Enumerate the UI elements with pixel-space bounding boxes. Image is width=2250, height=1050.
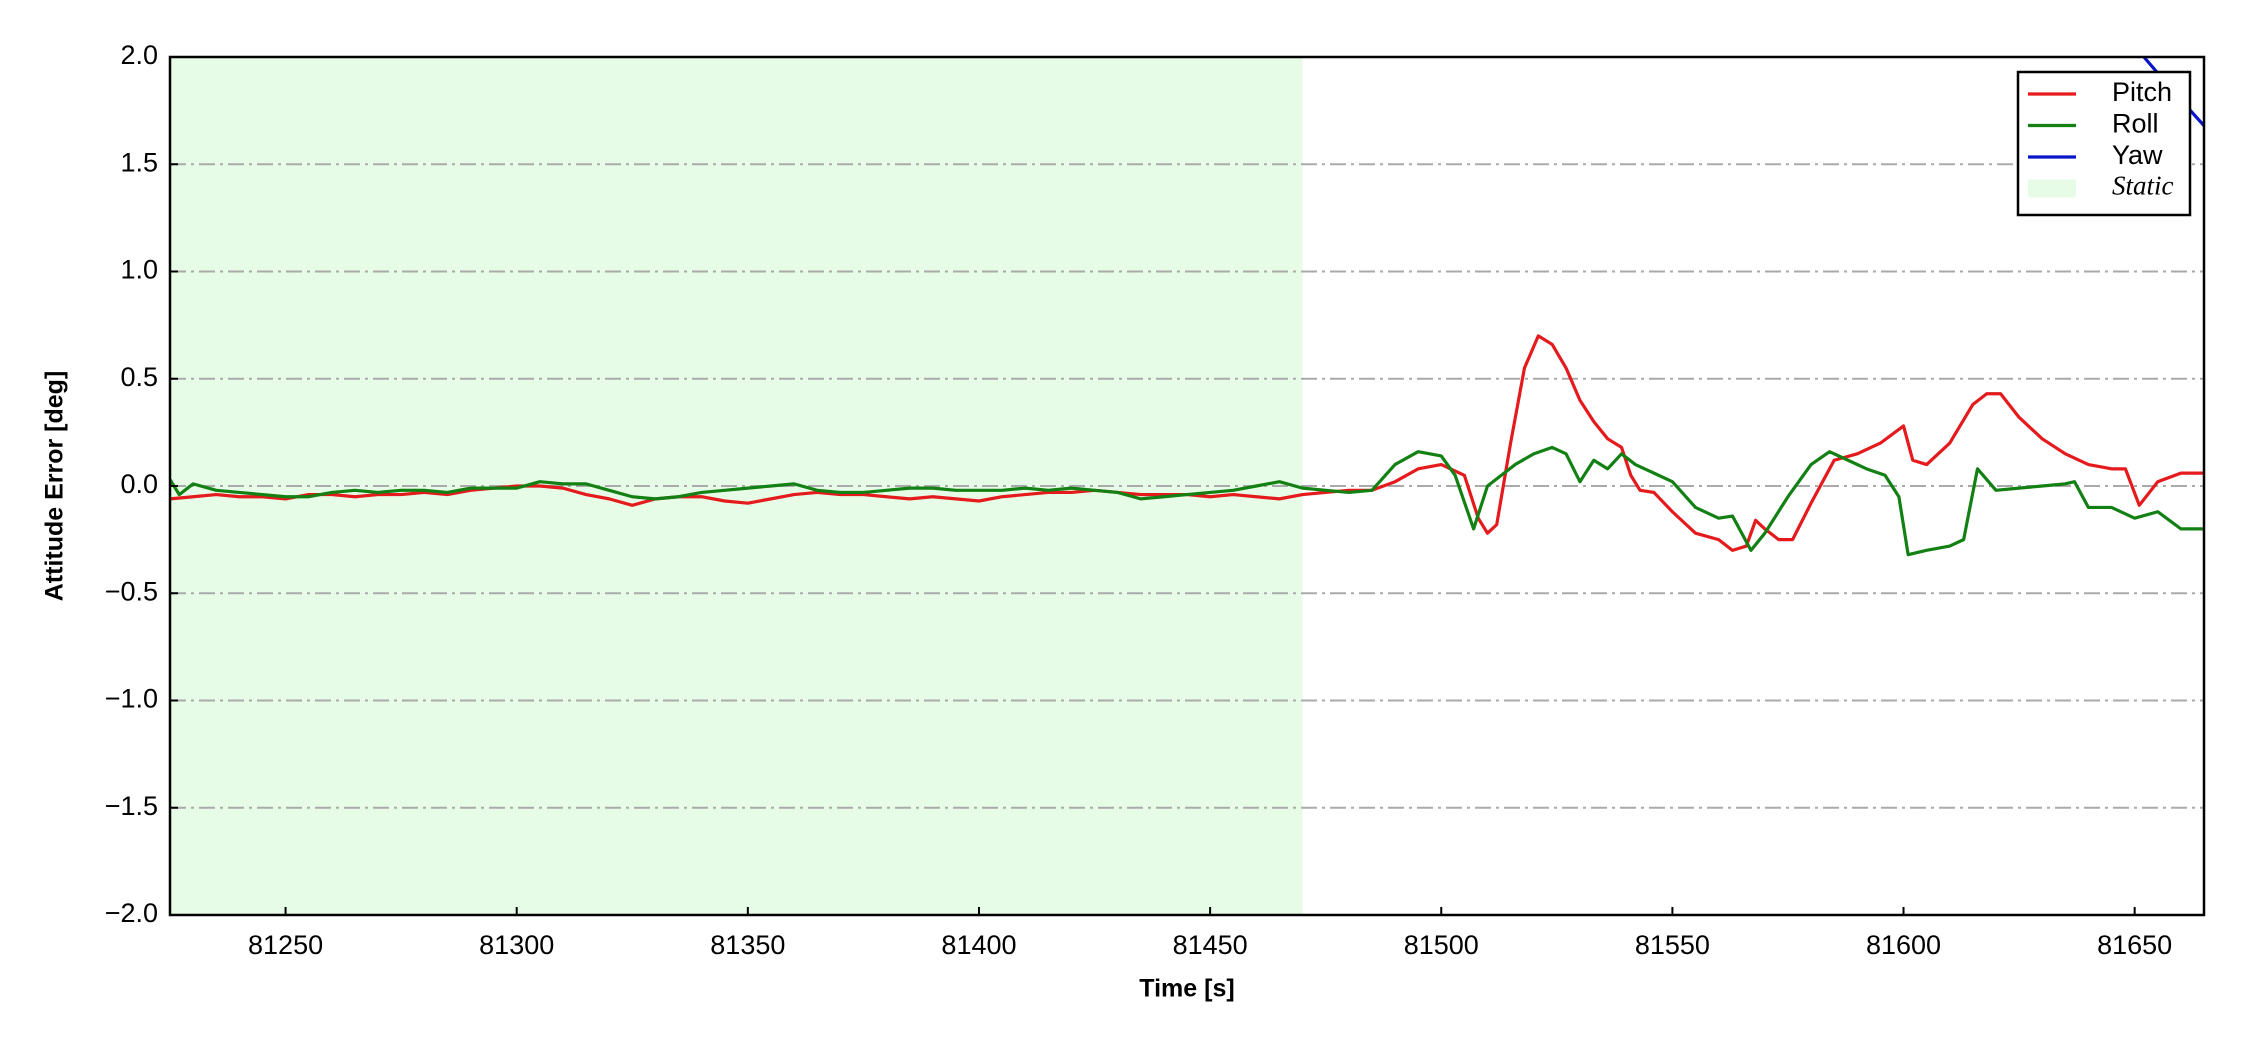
- y-tick-label: 1.0: [120, 255, 158, 285]
- x-tick-label: 81350: [710, 930, 785, 960]
- y-tick-label: −2.0: [105, 898, 158, 928]
- legend-label: Yaw: [2112, 140, 2163, 170]
- y-tick-label: 0.5: [120, 362, 158, 392]
- y-tick-label: 0.0: [120, 469, 158, 499]
- x-tick-label: 81600: [1866, 930, 1941, 960]
- y-tick-label: −0.5: [105, 576, 158, 606]
- legend-swatch: [2028, 179, 2076, 198]
- plot-back: [170, 57, 2204, 915]
- x-tick-label: 81550: [1635, 930, 1710, 960]
- y-tick-label: 1.5: [120, 147, 158, 177]
- series-line: [170, 445, 2204, 557]
- y-axis-label: Attitude Error [deg]: [41, 371, 69, 602]
- x-tick-label: 81250: [248, 930, 323, 960]
- legend-label: Pitch: [2112, 77, 2172, 107]
- x-tick-label: 81650: [2097, 930, 2172, 960]
- x-tick-label: 81300: [479, 930, 554, 960]
- x-tick-label: 81400: [941, 930, 1016, 960]
- y-tick-label: −1.0: [105, 684, 158, 714]
- plot-front: −2.0 −1.5 −1.0 −0.5 0.0 0.5 1.0 1.5 2.0 81250 8130…: [105, 40, 2206, 960]
- x-tick-label: 81450: [1173, 930, 1248, 960]
- x-tick-label: 81500: [1404, 930, 1479, 960]
- plot-frame: [168, 55, 2206, 917]
- y-tick-label: −1.5: [105, 791, 158, 821]
- x-axis-label: Time [s]: [1139, 975, 1234, 1003]
- legend-label: Static: [2112, 171, 2174, 201]
- legend-label: Roll: [2112, 109, 2159, 139]
- y-tick-label: 2.0: [120, 40, 158, 70]
